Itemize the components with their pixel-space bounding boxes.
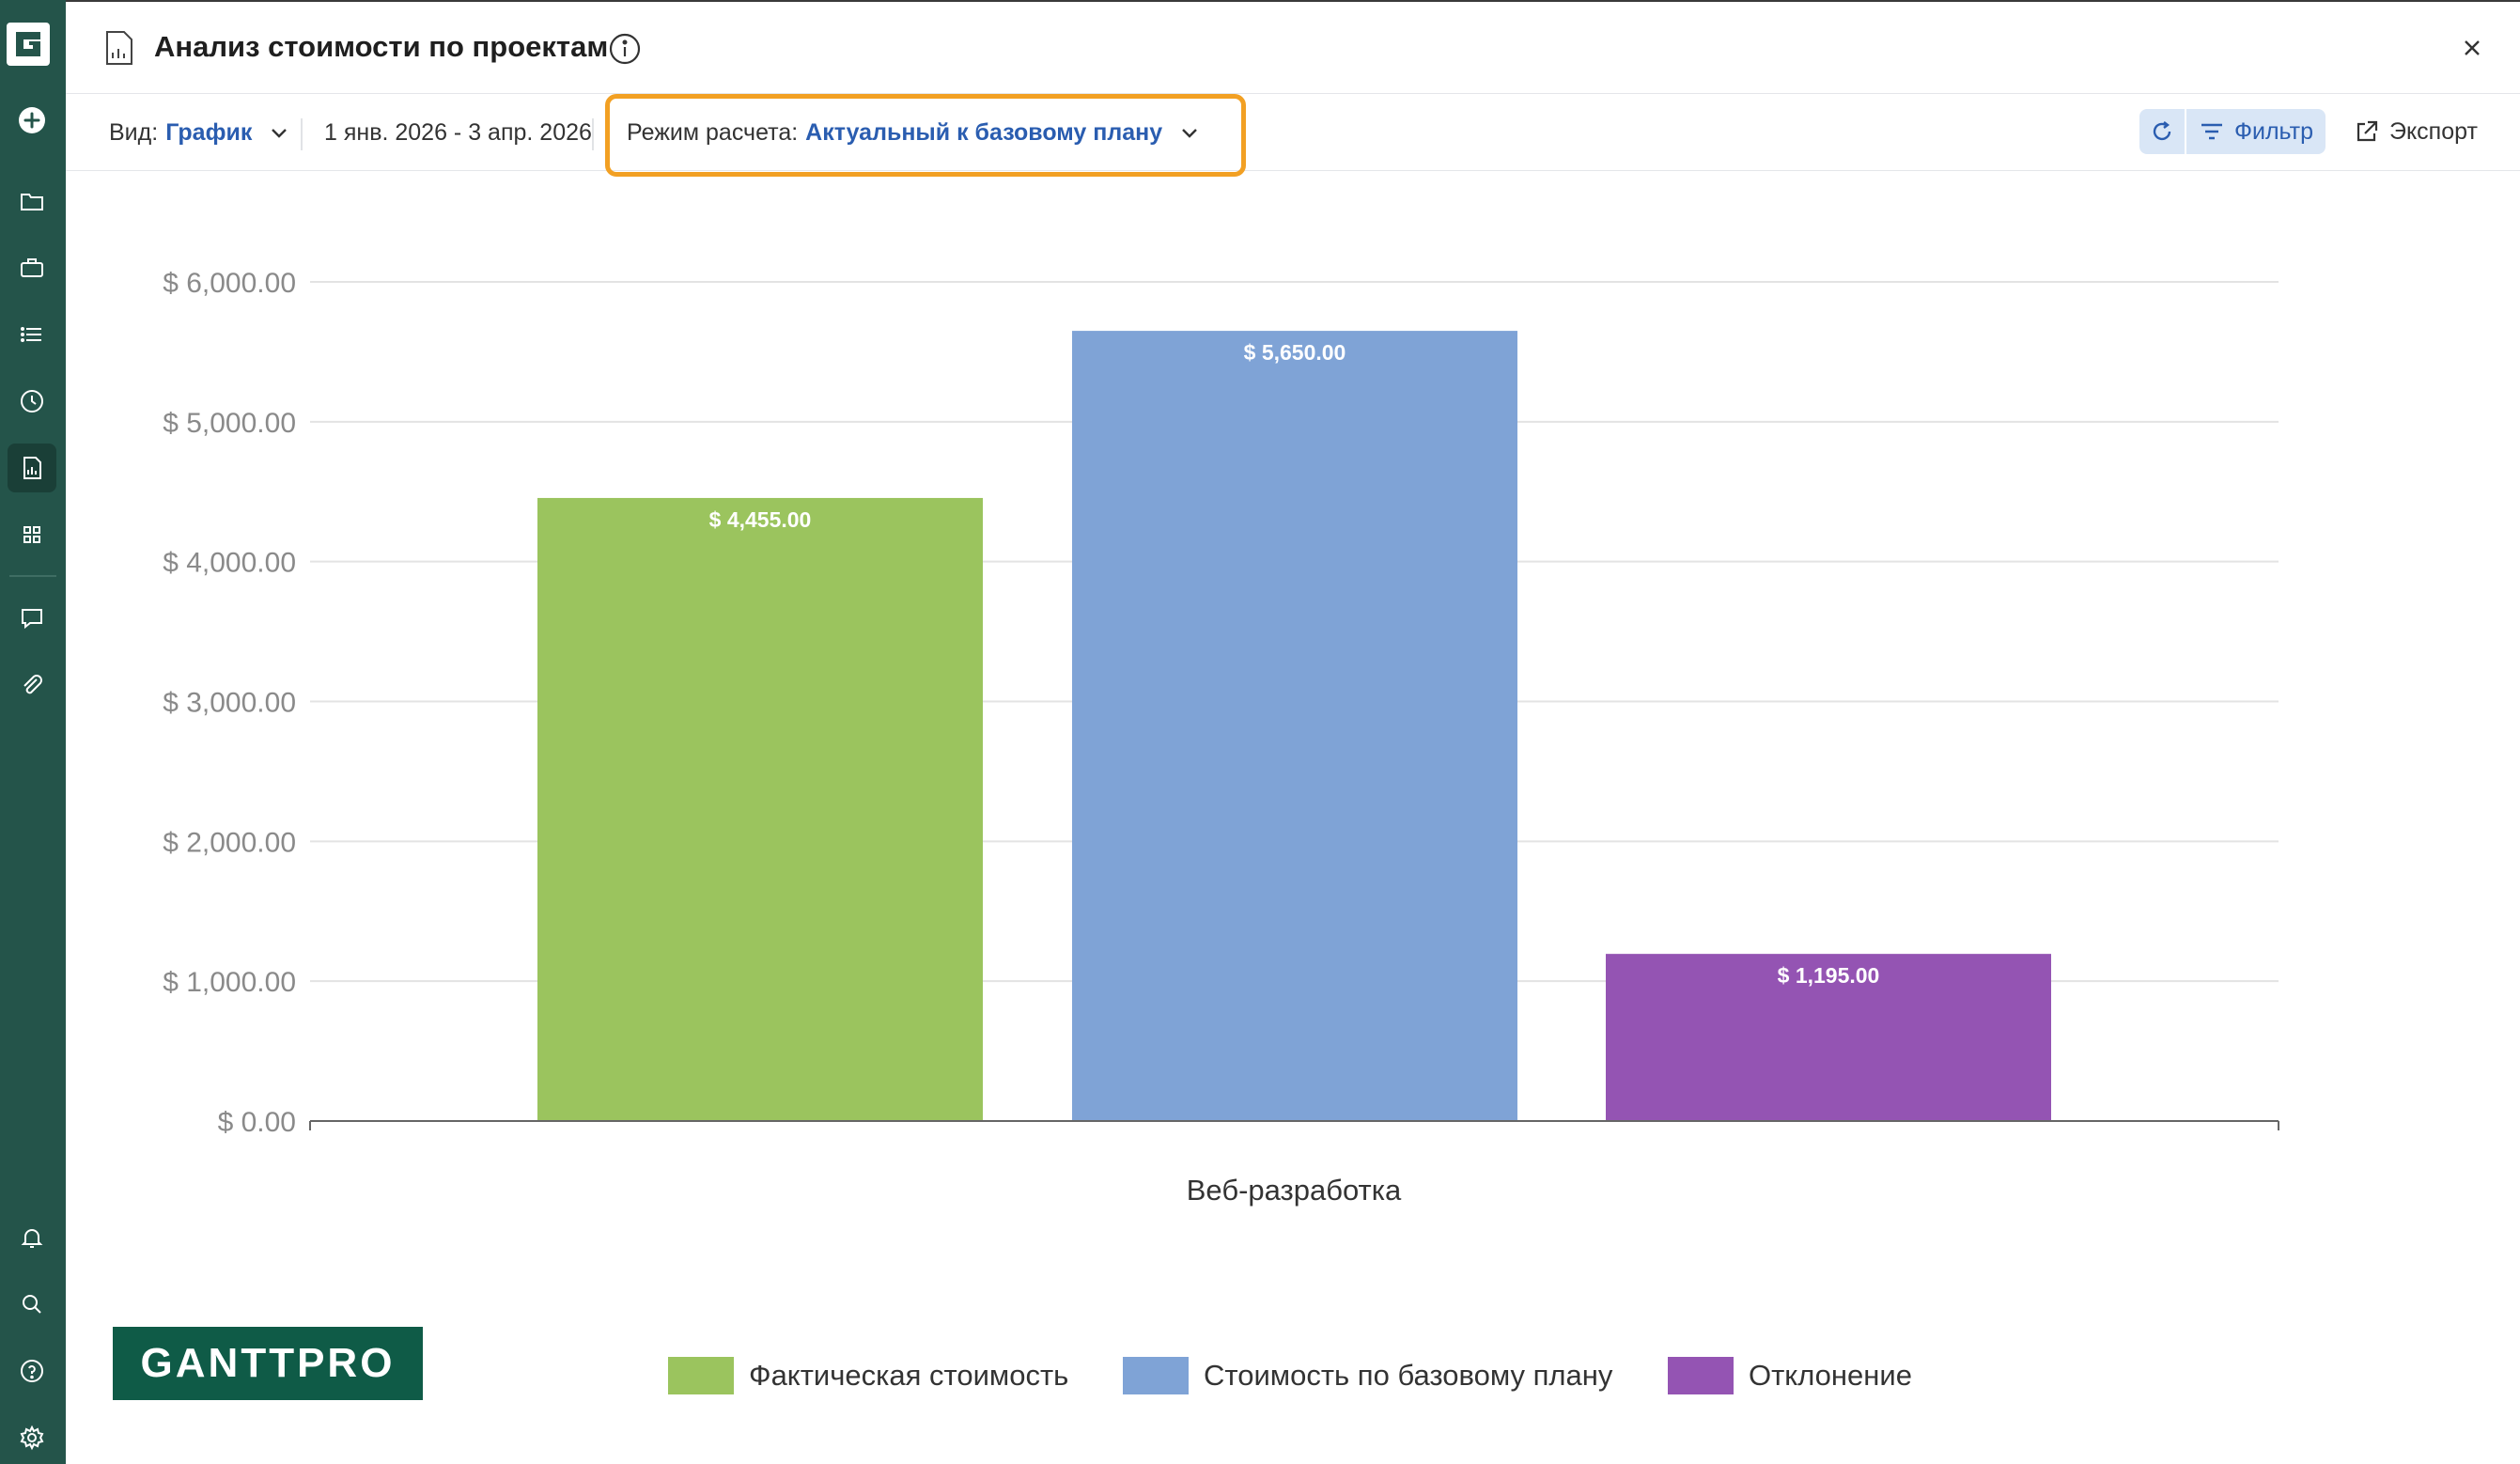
view-value: График (165, 118, 253, 146)
date-range-text: 1 янв. 2026 - 3 апр. 2026 (324, 118, 592, 146)
report-icon (103, 30, 135, 66)
view-dropdown[interactable]: Вид: График (109, 94, 289, 171)
legend-item[interactable]: Стоимость по базовому плану (1123, 1357, 1612, 1394)
legend-label: Фактическая стоимость (749, 1359, 1069, 1392)
briefcase-icon[interactable] (8, 243, 56, 292)
filter-icon (2201, 123, 2222, 140)
chevron-down-icon (272, 129, 288, 138)
y-tick-label: $ 1,000.00 (163, 967, 296, 998)
settings-icon[interactable] (8, 1413, 56, 1462)
y-tick-label: $ 2,000.00 (163, 827, 296, 858)
legend-item[interactable]: Отклонение (1668, 1357, 1912, 1394)
calculation-mode-dropdown[interactable]: Режим расчета: Актуальный к базовому пла… (627, 94, 1200, 171)
legend-swatch (668, 1357, 734, 1394)
y-tick-label: $ 6,000.00 (163, 268, 296, 299)
refresh-button[interactable] (2139, 109, 2185, 154)
chevron-down-icon (1182, 129, 1198, 138)
window-header: Анализ стоимости по проектам (66, 0, 2520, 94)
filter-label: Фильтр (2234, 117, 2313, 145)
page-title: Анализ стоимости по проектам (154, 30, 609, 63)
report-icon[interactable] (8, 444, 56, 492)
bar (1606, 954, 2051, 1121)
chat-icon[interactable] (8, 594, 56, 643)
ganttpro-logo: GANTTPRO (113, 1327, 423, 1400)
x-category-label: Веб-разработка (1187, 1174, 1402, 1207)
paperclip-icon[interactable] (8, 661, 56, 709)
close-icon[interactable] (2458, 34, 2486, 62)
mode-value: Актуальный к базовому плану (805, 118, 1163, 146)
data-label: $ 5,650.00 (1244, 340, 1346, 365)
export-icon (2357, 120, 2378, 142)
data-label: $ 4,455.00 (709, 507, 812, 532)
info-icon[interactable] (608, 32, 642, 66)
list-icon[interactable] (8, 310, 56, 359)
y-tick-label: $ 0.00 (218, 1107, 296, 1138)
filter-button[interactable]: Фильтр (2186, 109, 2326, 154)
chart-legend: Фактическая стоимость Стоимость по базово… (0, 1357, 2520, 1404)
date-range[interactable]: 1 янв. 2026 - 3 апр. 2026 (324, 94, 592, 171)
search-icon[interactable] (8, 1280, 56, 1329)
help-icon[interactable] (8, 1347, 56, 1395)
mode-highlight (605, 94, 1246, 177)
toolbar-divider (592, 118, 594, 150)
logo-g-icon[interactable] (7, 23, 50, 66)
grid-icon[interactable] (8, 510, 56, 559)
chart-grid (310, 281, 2279, 983)
mode-label: Режим расчета: (627, 118, 799, 146)
export-label: Экспорт (2389, 117, 2478, 145)
clock-icon[interactable] (8, 377, 56, 426)
folder-icon[interactable] (8, 177, 56, 226)
toolbar: Вид: График 1 янв. 2026 - 3 апр. 2026 Ре… (66, 94, 2520, 177)
legend-label: Отклонение (1749, 1359, 1912, 1392)
bar (537, 497, 983, 1121)
bars: $ 4,455.00 $ 5,650.00 $ 1,195.00 (537, 331, 2051, 1121)
y-tick-label: $ 3,000.00 (163, 688, 296, 719)
toolbar-divider (301, 118, 303, 150)
y-tick-label: $ 4,000.00 (163, 548, 296, 579)
legend-swatch (1668, 1357, 1734, 1394)
data-label: $ 1,195.00 (1778, 963, 1880, 988)
refresh-icon (2153, 121, 2171, 141)
y-tick-label: $ 5,000.00 (163, 408, 296, 439)
legend-swatch (1123, 1357, 1189, 1394)
y-axis-labels: $ 0.00 $ 1,000.00 $ 2,000.00 $ 3,000.00 $ 4,… (163, 268, 296, 1138)
bell-icon[interactable] (8, 1213, 56, 1262)
export-button[interactable]: Экспорт (2354, 109, 2478, 154)
view-label: Вид: (109, 118, 159, 146)
legend-label: Стоимость по базовому плану (1204, 1359, 1613, 1392)
bar (1072, 331, 1517, 1121)
sidebar-divider (9, 575, 56, 577)
plus-circle-icon[interactable] (8, 96, 56, 145)
logo-text: GANTTPRO (140, 1340, 396, 1386)
sidebar (0, 0, 66, 1464)
legend-item[interactable]: Фактическая стоимость (668, 1357, 1068, 1394)
